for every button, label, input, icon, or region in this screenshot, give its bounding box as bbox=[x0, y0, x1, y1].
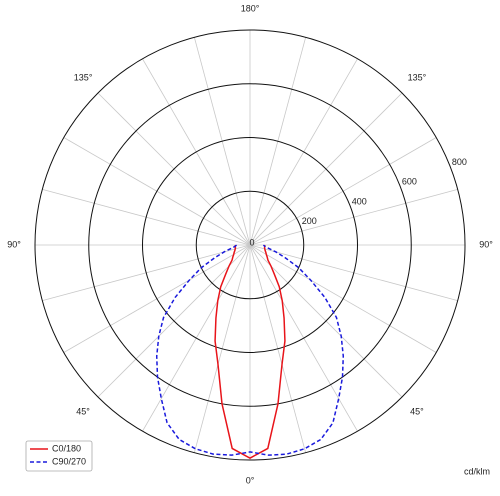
r-tick-label: 200 bbox=[302, 216, 317, 226]
ring bbox=[88, 83, 412, 407]
ring bbox=[34, 29, 466, 461]
r-tick-label: 400 bbox=[352, 196, 367, 206]
legend-label: C0/180 bbox=[52, 443, 81, 453]
ring bbox=[142, 137, 358, 353]
r-tick-label: 0 bbox=[249, 237, 254, 247]
angle-label: 90° bbox=[7, 239, 21, 249]
series-line bbox=[214, 244, 286, 459]
r-tick-label: 600 bbox=[402, 177, 417, 187]
legend: C0/180 C90/270 bbox=[25, 440, 93, 472]
ring bbox=[195, 190, 305, 300]
unit-label: cd/klm bbox=[464, 466, 490, 476]
series-line bbox=[155, 244, 345, 456]
angle-label: 45° bbox=[410, 406, 424, 416]
angle-label: 0° bbox=[246, 475, 255, 485]
legend-label: C90/270 bbox=[52, 456, 86, 466]
r-tick-label: 800 bbox=[452, 157, 467, 167]
angle-label: 45° bbox=[76, 406, 90, 416]
angle-label: 135° bbox=[408, 72, 427, 82]
angle-label: 90° bbox=[479, 239, 493, 249]
angle-label: 180° bbox=[241, 3, 260, 13]
angle-label: 135° bbox=[74, 72, 93, 82]
